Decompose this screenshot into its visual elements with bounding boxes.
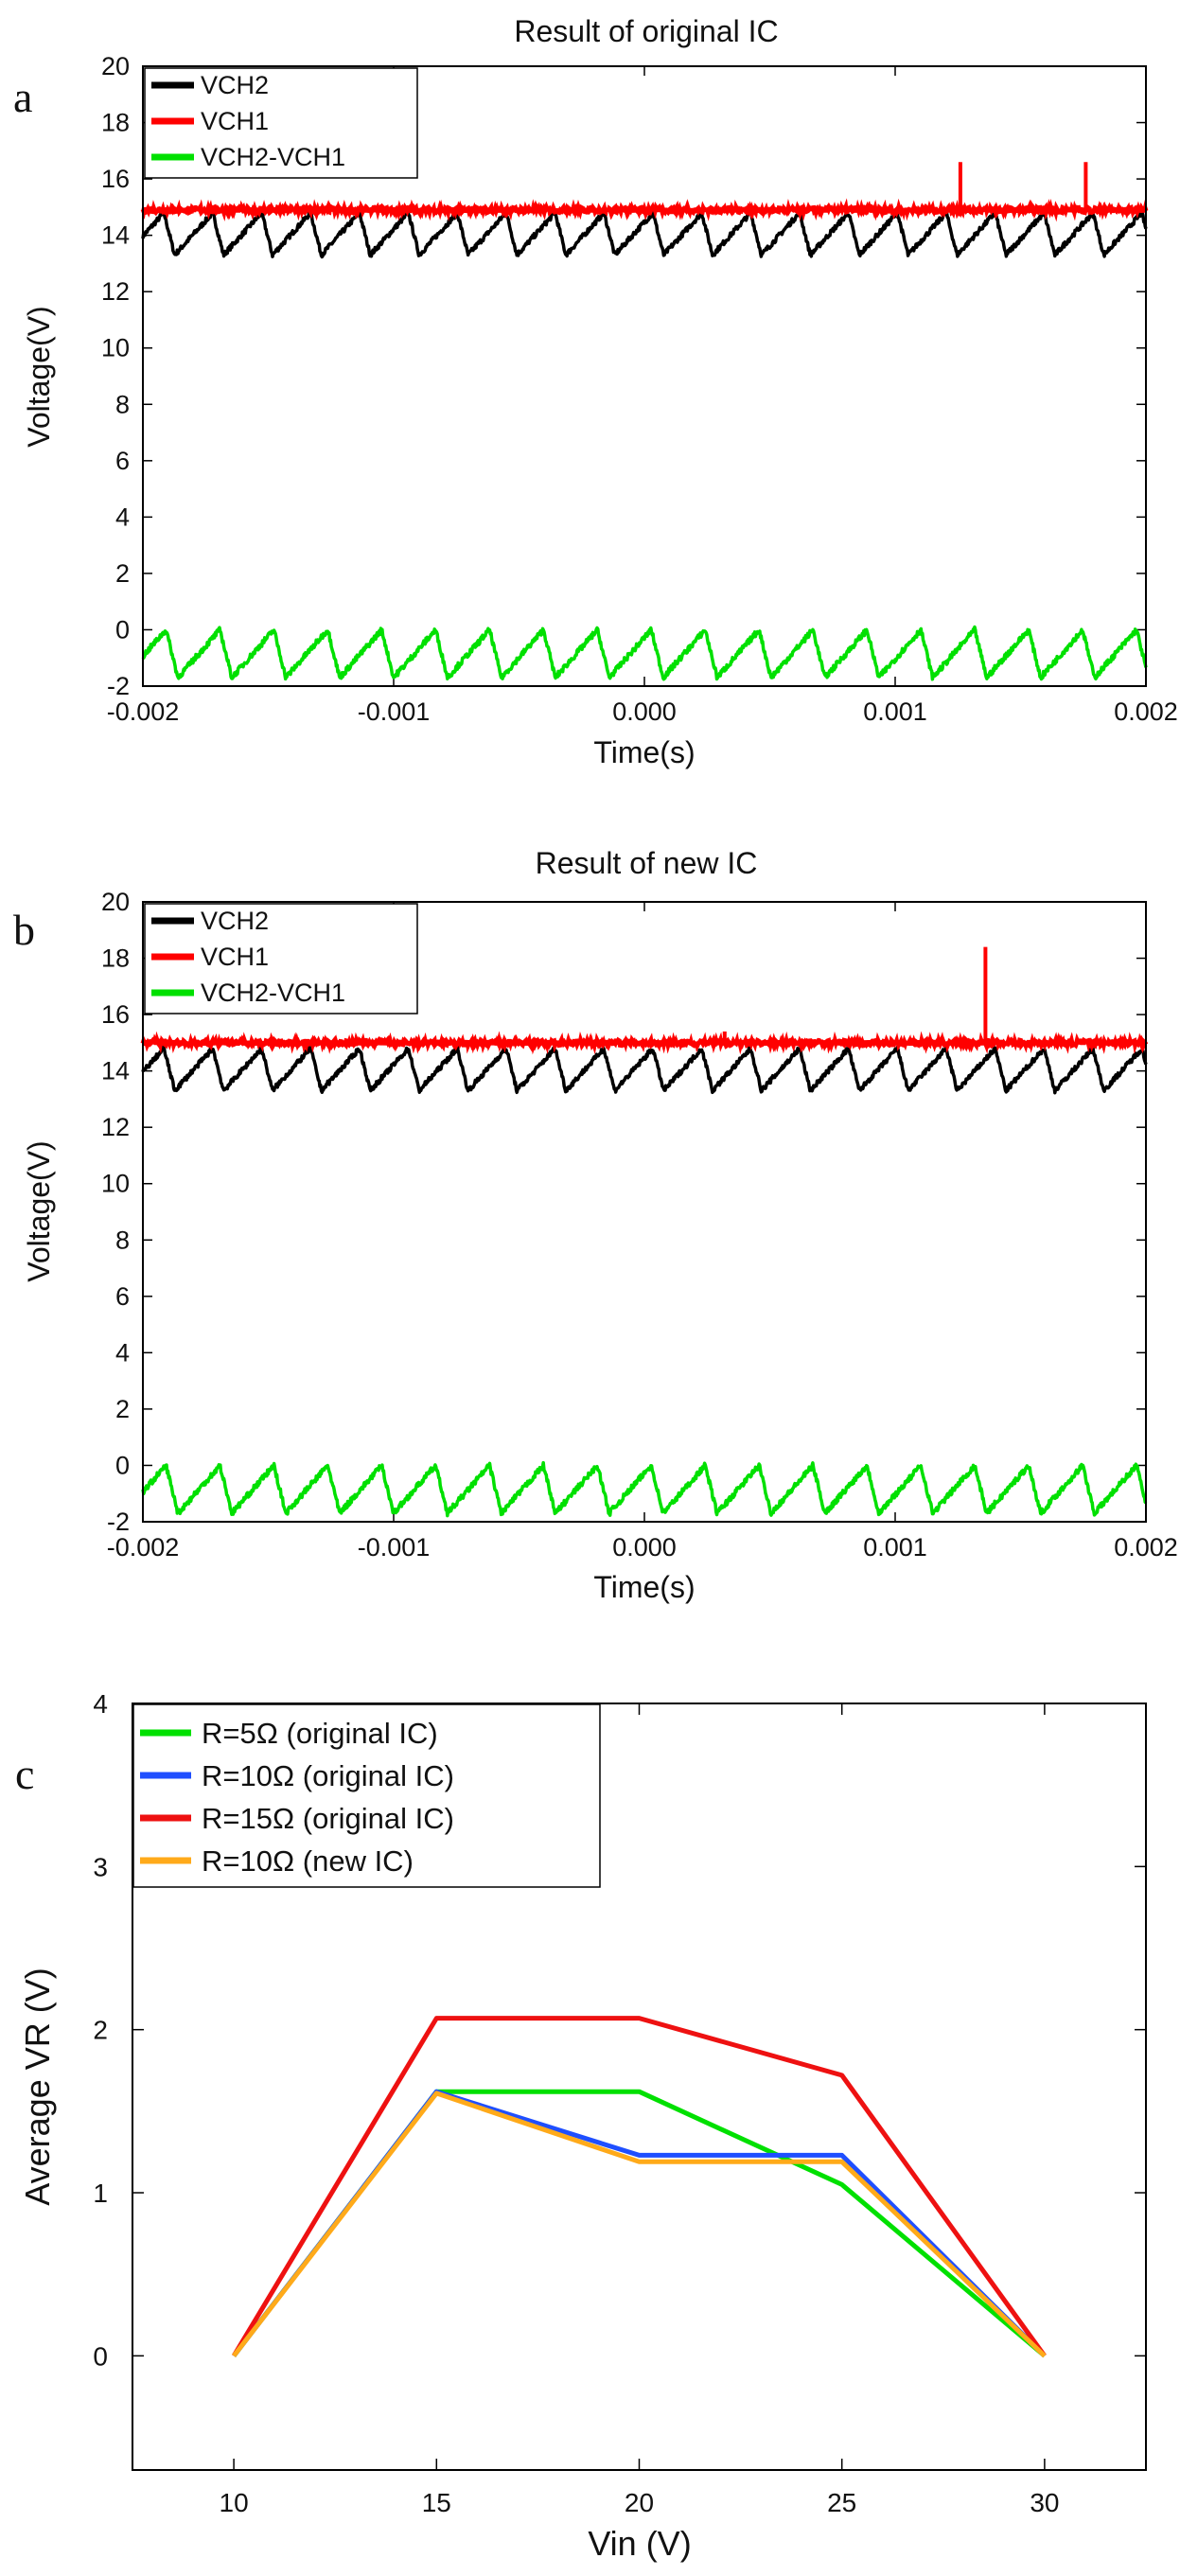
y-tick-label: -2 bbox=[107, 1508, 130, 1536]
panel-a-title: Result of original IC bbox=[514, 14, 778, 48]
x-tick-label: 0.001 bbox=[863, 1533, 927, 1561]
panel-c: c 0 1 2 3 4 10 15 20 25 30 R=5Ω (original IC) R=1… bbox=[15, 1689, 1147, 2563]
y-tick-label: 20 bbox=[101, 52, 130, 80]
panel-letter-b: b bbox=[13, 906, 35, 954]
panel-a: a Result of original IC -2 0 2 4 6 8 10 12 14 16 1… bbox=[13, 14, 1178, 769]
y-tick-label: 18 bbox=[101, 109, 130, 137]
legend-label-r15-original: R=15Ω (original IC) bbox=[202, 1802, 454, 1835]
x-tick-label: 0.000 bbox=[612, 1533, 677, 1561]
panel-b-y-axis-label: Voltage(V) bbox=[22, 1140, 56, 1281]
legend-label-vch2-vch1: VCH2-VCH1 bbox=[201, 143, 345, 171]
x-tick-label: 0.001 bbox=[863, 697, 927, 726]
panel-b-ticks: -2 0 2 4 6 8 10 12 14 16 18 20 -0.002 -0.001 0.000 0.00… bbox=[101, 888, 1178, 1561]
y-tick-label: 10 bbox=[101, 334, 130, 362]
panel-c-plot-area bbox=[231, 2016, 1047, 2358]
x-tick-label: 15 bbox=[422, 2488, 451, 2517]
panel-b: b Result of new IC -2 0 2 4 6 8 10 12 14 16 18 20 -0… bbox=[13, 846, 1178, 1604]
y-tick-label: 2 bbox=[93, 2016, 108, 2045]
y-tick-label: 4 bbox=[93, 1689, 108, 1719]
legend-label-vch1: VCH1 bbox=[201, 943, 269, 971]
y-tick-label: 1 bbox=[93, 2179, 108, 2208]
y-tick-label: 0 bbox=[115, 615, 130, 644]
x-tick-label: -0.001 bbox=[358, 1533, 431, 1561]
series-line-vch1 bbox=[140, 1031, 1149, 1055]
legend-label-vch2: VCH2 bbox=[201, 71, 269, 99]
x-tick-label: 0.002 bbox=[1114, 697, 1178, 726]
series-line-r-15-original-ic bbox=[231, 2016, 1047, 2357]
panel-letter-c: c bbox=[15, 1750, 34, 1798]
panel-c-legend: R=5Ω (original IC) R=10Ω (original IC) R… bbox=[132, 1703, 601, 1888]
x-tick-label: 25 bbox=[827, 2488, 856, 2517]
panel-c-frame bbox=[132, 1703, 1147, 2471]
panel-a-x-axis-label: Time(s) bbox=[593, 735, 695, 769]
y-tick-label: 8 bbox=[115, 1226, 130, 1254]
y-tick-label: 2 bbox=[115, 1395, 130, 1423]
legend-label-r10-original: R=10Ω (original IC) bbox=[202, 1759, 454, 1792]
x-tick-label: -0.002 bbox=[107, 1533, 180, 1561]
x-tick-label: 30 bbox=[1030, 2488, 1059, 2517]
y-tick-label: 16 bbox=[101, 1000, 130, 1029]
y-tick-label: 10 bbox=[101, 1170, 130, 1198]
y-tick-label: 14 bbox=[101, 1057, 130, 1085]
x-tick-label: 20 bbox=[625, 2488, 654, 2517]
series-line-vch2 bbox=[141, 1045, 1148, 1095]
panel-letter-a: a bbox=[13, 73, 32, 121]
x-tick-label: 10 bbox=[220, 2488, 249, 2517]
y-tick-label: 12 bbox=[101, 277, 130, 306]
panel-a-frame bbox=[142, 65, 1147, 687]
panel-b-title: Result of new IC bbox=[536, 846, 758, 880]
x-tick-label: 0.000 bbox=[612, 697, 677, 726]
legend-label-vch2: VCH2 bbox=[201, 907, 269, 935]
series-line-r-5-original-ic bbox=[232, 2089, 1047, 2358]
x-tick-label: -0.002 bbox=[107, 697, 180, 726]
y-tick-label: 4 bbox=[115, 503, 130, 531]
panel-c-y-axis-label: Average VR (V) bbox=[18, 1967, 57, 2205]
y-tick-label: 12 bbox=[101, 1113, 130, 1141]
series-line-vch1 bbox=[140, 198, 1149, 222]
legend-label-vch1: VCH1 bbox=[201, 107, 269, 135]
legend-label-r10-new: R=10Ω (new IC) bbox=[202, 1844, 414, 1878]
y-tick-label: 4 bbox=[115, 1338, 130, 1367]
x-tick-label: -0.001 bbox=[358, 697, 431, 726]
panel-b-legend: VCH2 VCH1 VCH2-VCH1 bbox=[144, 903, 418, 1015]
series-line-vch2-vch1 bbox=[141, 1460, 1148, 1518]
y-tick-label: 0 bbox=[93, 2341, 108, 2371]
series-line-vch2-vch1 bbox=[141, 625, 1148, 681]
y-tick-label: 8 bbox=[115, 390, 130, 418]
series-line-r-10-new-ic bbox=[232, 2091, 1047, 2358]
y-tick-label: 2 bbox=[115, 559, 130, 588]
panel-b-frame bbox=[142, 901, 1147, 1523]
panel-b-plot-area bbox=[140, 946, 1149, 1518]
x-tick-label: 0.002 bbox=[1114, 1533, 1178, 1561]
legend-label-vch2-vch1: VCH2-VCH1 bbox=[201, 979, 345, 1007]
y-tick-label: -2 bbox=[107, 672, 130, 700]
y-tick-label: 16 bbox=[101, 165, 130, 193]
panel-c-legend-box bbox=[132, 1703, 601, 1888]
y-tick-label: 18 bbox=[101, 944, 130, 973]
y-tick-label: 14 bbox=[101, 221, 130, 250]
panel-a-legend: VCH2 VCH1 VCH2-VCH1 bbox=[144, 67, 418, 179]
y-tick-label: 3 bbox=[93, 1852, 108, 1881]
y-tick-label: 6 bbox=[115, 1282, 130, 1311]
panel-c-x-axis-label: Vin (V) bbox=[588, 2524, 691, 2563]
panel-a-y-axis-label: Voltage(V) bbox=[22, 306, 56, 447]
panel-a-ticks: -2 0 2 4 6 8 10 12 14 16 18 20 -0.002 -0.001 0.000 0.00… bbox=[101, 52, 1178, 726]
legend-label-r5-original: R=5Ω (original IC) bbox=[202, 1717, 438, 1750]
panel-a-plot-area bbox=[140, 162, 1149, 681]
panel-c-ticks: 0 1 2 3 4 10 15 20 25 30 bbox=[93, 1689, 1146, 2517]
y-tick-label: 6 bbox=[115, 447, 130, 475]
y-tick-label: 0 bbox=[115, 1451, 130, 1479]
y-tick-label: 20 bbox=[101, 888, 130, 916]
panel-b-x-axis-label: Time(s) bbox=[593, 1570, 695, 1604]
series-line-r-10-original-ic bbox=[232, 2089, 1047, 2358]
